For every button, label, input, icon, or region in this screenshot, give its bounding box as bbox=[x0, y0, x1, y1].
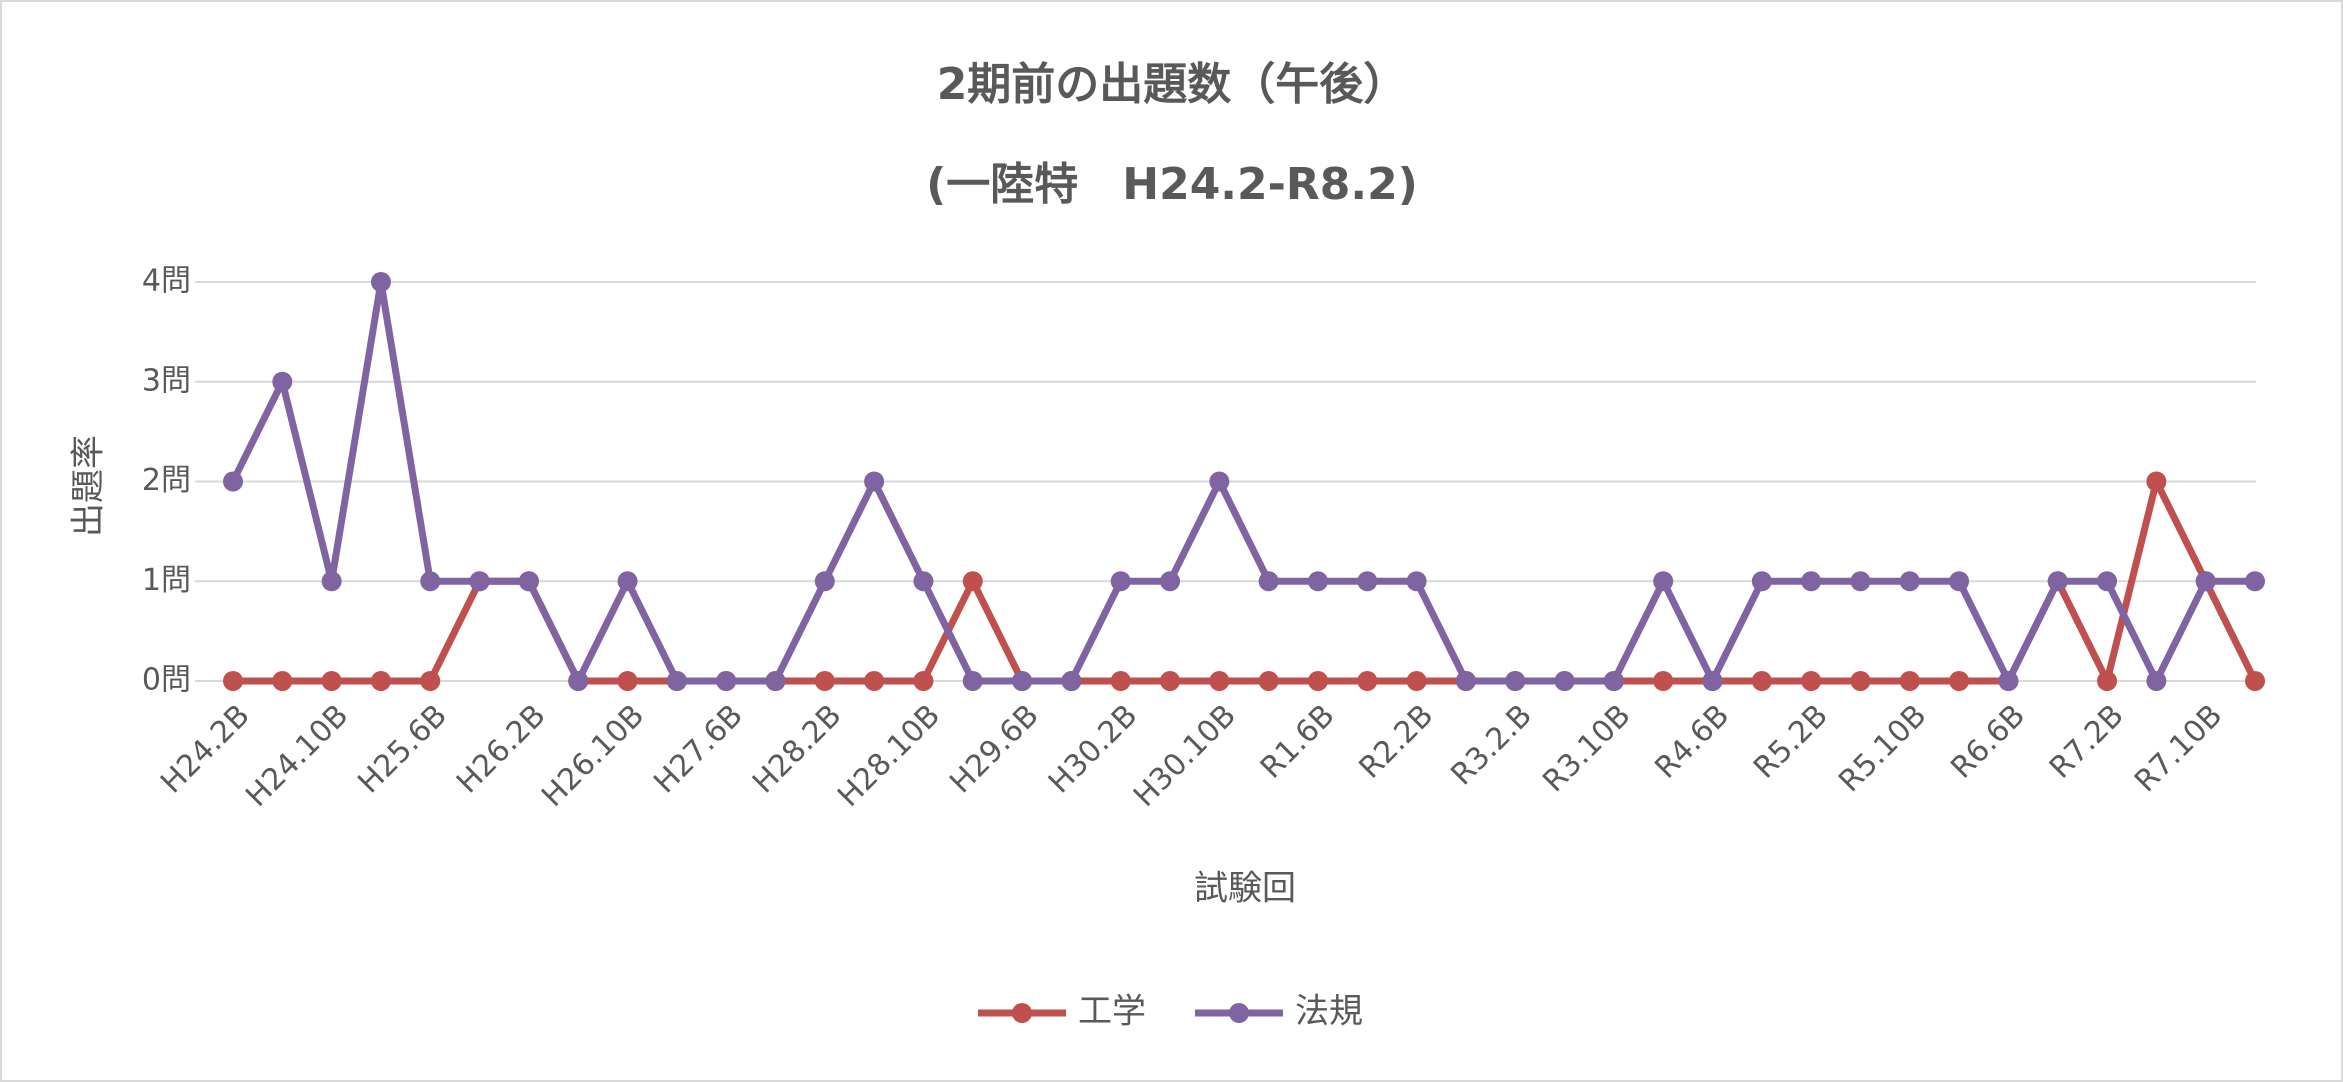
data-point bbox=[2097, 671, 2118, 691]
data-point bbox=[1653, 671, 1674, 691]
data-point bbox=[1751, 671, 1772, 691]
data-point bbox=[1209, 471, 1230, 492]
chart-title: 2期前の出題数（午後） bbox=[937, 59, 1408, 110]
data-point bbox=[1455, 671, 1476, 691]
data-point bbox=[1850, 571, 1871, 592]
y-tick-label: 3問 bbox=[142, 363, 191, 398]
data-point bbox=[1554, 671, 1575, 691]
data-point bbox=[1406, 571, 1427, 592]
data-point bbox=[864, 471, 885, 492]
data-point bbox=[518, 571, 539, 592]
data-point bbox=[716, 671, 737, 691]
data-point bbox=[962, 671, 983, 691]
data-point bbox=[1307, 571, 1328, 592]
data-point bbox=[469, 571, 490, 592]
data-point bbox=[962, 571, 983, 592]
data-point bbox=[1307, 671, 1328, 691]
data-point bbox=[1899, 671, 1920, 691]
data-point bbox=[765, 671, 786, 691]
data-point bbox=[1406, 671, 1427, 691]
data-point bbox=[568, 671, 589, 691]
data-point bbox=[1160, 671, 1181, 691]
y-tick-label: 2問 bbox=[142, 463, 191, 498]
data-point bbox=[370, 671, 391, 691]
data-point bbox=[1110, 571, 1131, 592]
data-point bbox=[1653, 571, 1674, 592]
data-point bbox=[2245, 571, 2265, 592]
data-point bbox=[272, 671, 293, 691]
data-point bbox=[1061, 671, 1082, 691]
legend-label: 法規 bbox=[1295, 992, 1363, 1032]
y-axis-label: 出題率 bbox=[69, 435, 109, 537]
chart-subtitle: (一陸特 H24.2-R8.2) bbox=[926, 159, 1418, 210]
data-point bbox=[1258, 671, 1279, 691]
data-point bbox=[913, 571, 934, 592]
data-point bbox=[913, 671, 934, 691]
data-point bbox=[223, 671, 243, 691]
data-point bbox=[1801, 571, 1822, 592]
data-point bbox=[2245, 671, 2265, 691]
data-point bbox=[1751, 571, 1772, 592]
data-point bbox=[1258, 571, 1279, 592]
x-axis-label: 試験回 bbox=[1194, 869, 1296, 909]
data-point bbox=[2097, 571, 2118, 592]
data-point bbox=[617, 671, 638, 691]
data-point bbox=[1899, 571, 1920, 592]
y-tick-label: 4問 bbox=[142, 264, 191, 299]
data-point bbox=[1357, 671, 1378, 691]
data-point bbox=[1357, 571, 1378, 592]
data-point bbox=[420, 571, 441, 592]
legend-marker bbox=[1012, 1003, 1032, 1023]
data-point bbox=[1160, 571, 1181, 592]
data-point bbox=[1012, 671, 1033, 691]
data-point bbox=[1949, 671, 1970, 691]
legend-marker bbox=[1229, 1003, 1249, 1023]
data-point bbox=[617, 571, 638, 592]
data-point bbox=[2195, 571, 2216, 592]
data-point bbox=[1949, 571, 1970, 592]
data-point bbox=[666, 671, 687, 691]
y-tick-label: 1問 bbox=[142, 563, 191, 598]
data-point bbox=[1801, 671, 1822, 691]
data-point bbox=[2146, 671, 2167, 691]
data-point bbox=[1603, 671, 1624, 691]
data-point bbox=[370, 272, 391, 292]
data-point bbox=[2047, 571, 2068, 592]
data-point bbox=[321, 671, 342, 691]
data-point bbox=[272, 371, 293, 392]
data-point bbox=[1209, 671, 1230, 691]
data-point bbox=[814, 571, 835, 592]
legend-label: 工学 bbox=[1078, 992, 1146, 1032]
data-point bbox=[1998, 671, 2019, 691]
data-point bbox=[1505, 671, 1526, 691]
data-point bbox=[814, 671, 835, 691]
data-point bbox=[864, 671, 885, 691]
data-point bbox=[223, 471, 243, 492]
data-point bbox=[321, 571, 342, 592]
data-point bbox=[1850, 671, 1871, 691]
data-point bbox=[420, 671, 441, 691]
data-point bbox=[2146, 471, 2167, 492]
data-point bbox=[1702, 671, 1723, 691]
data-point bbox=[1110, 671, 1131, 691]
y-tick-label: 0問 bbox=[142, 663, 191, 698]
